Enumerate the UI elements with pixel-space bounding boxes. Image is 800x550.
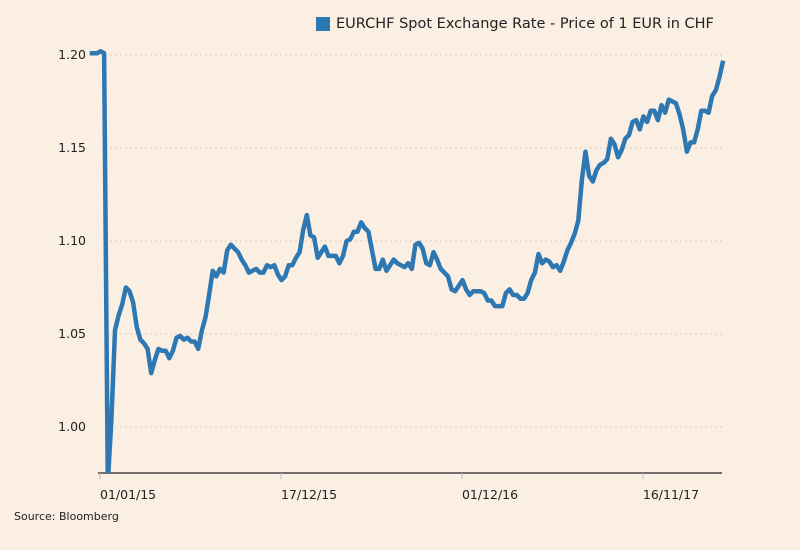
x-tick-label: 01/12/16 (462, 487, 518, 502)
series-line-eurchf (89, 49, 726, 473)
y-tick-label: 1.15 (58, 140, 86, 155)
y-tick-label: 1.20 (58, 47, 86, 62)
x-tick-label: 16/11/17 (643, 487, 699, 502)
legend-swatch (316, 17, 330, 31)
x-tick-label: 17/12/15 (281, 487, 337, 502)
y-axis: 1.00 1.05 1.10 1.15 1.20 (58, 47, 86, 434)
y-tick-label: 1.10 (58, 233, 86, 248)
gridlines (110, 54, 722, 428)
y-tick-label: 1.05 (58, 326, 86, 341)
legend-label: EURCHF Spot Exchange Rate - Price of 1 E… (336, 16, 714, 32)
source-note: Source: Bloomberg (14, 510, 119, 523)
y-tick-label: 1.00 (58, 419, 86, 434)
x-tick-label: 01/01/15 (100, 487, 156, 502)
legend: EURCHF Spot Exchange Rate - Price of 1 E… (316, 16, 714, 32)
x-axis: 01/01/15 17/12/15 01/12/16 16/11/17 (98, 472, 722, 502)
